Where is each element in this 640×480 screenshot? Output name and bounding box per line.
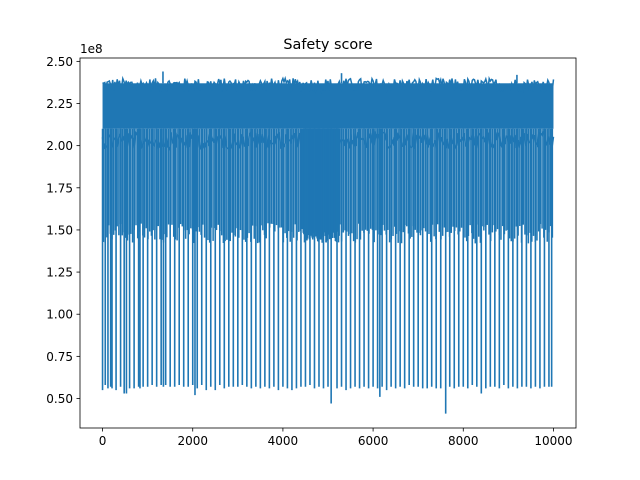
x-tick-label: 6000 bbox=[358, 434, 389, 448]
x-tick-label: 8000 bbox=[448, 434, 479, 448]
y-tick-label: 0.50 bbox=[46, 392, 73, 406]
y-tick-label: 2.50 bbox=[46, 55, 73, 69]
x-tick-label: 10000 bbox=[534, 434, 572, 448]
axes-frame bbox=[79, 57, 577, 429]
x-tick-label: 0 bbox=[99, 434, 107, 448]
y-tick-label: 1.50 bbox=[46, 223, 73, 237]
chart-title: Safety score bbox=[283, 37, 372, 53]
x-axis-ticks: 0 2000 4000 6000 8000 10000 bbox=[99, 428, 573, 448]
y-tick-label: 1.00 bbox=[46, 308, 73, 322]
y-tick-label: 0.75 bbox=[46, 350, 73, 364]
x-tick-label: 2000 bbox=[177, 434, 208, 448]
y-axis-offset-label: 1e8 bbox=[80, 42, 103, 56]
series-band bbox=[102, 83, 554, 129]
y-tick-label: 1.25 bbox=[46, 266, 73, 280]
series-upper-edge bbox=[102, 75, 555, 95]
y-tick-label: 1.75 bbox=[46, 181, 73, 195]
plot-area bbox=[101, 71, 555, 414]
y-tick-label: 2.00 bbox=[46, 139, 73, 153]
y-tick-label: 2.25 bbox=[46, 97, 73, 111]
y-axis-ticks: 0.50 0.75 1.00 1.25 1.50 1.75 2.00 2.25 2.50 bbox=[46, 55, 80, 406]
x-tick-label: 4000 bbox=[268, 434, 299, 448]
